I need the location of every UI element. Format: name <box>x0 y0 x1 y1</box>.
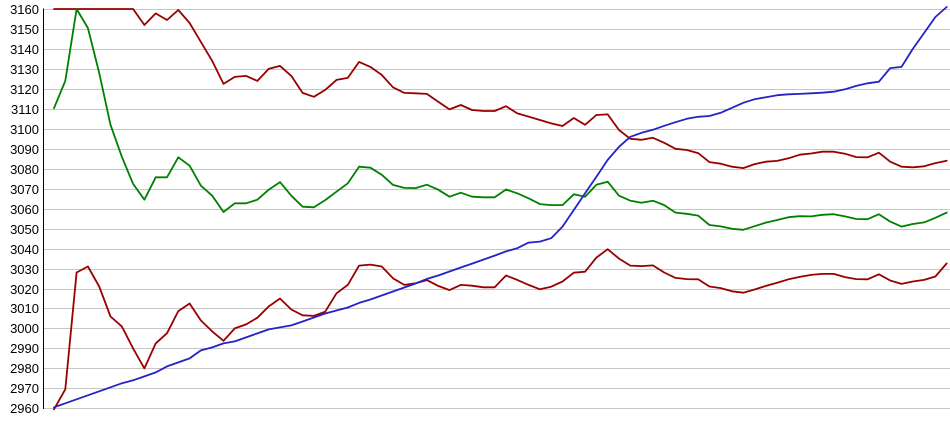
y-tick-label: 3110 <box>11 102 39 117</box>
series-line-blue <box>53 6 948 409</box>
y-tick-label: 3090 <box>10 142 39 157</box>
y-tick-label: 3020 <box>10 282 39 297</box>
y-tick-label: 3060 <box>10 202 39 217</box>
y-tick-label: 3030 <box>10 262 39 277</box>
series-line-lower-dark-red <box>53 248 948 411</box>
y-tick-label: 2980 <box>10 361 39 376</box>
y-tick-label: 3100 <box>10 122 39 137</box>
y-tick-label: 3120 <box>10 82 39 97</box>
y-tick-label: 3040 <box>10 242 39 257</box>
y-tick-label: 3080 <box>10 162 39 177</box>
y-tick-label: 3140 <box>10 42 39 57</box>
y-tick-label: 2990 <box>10 341 39 356</box>
y-tick-label: 2960 <box>10 401 39 416</box>
y-tick-label: 3010 <box>10 301 39 316</box>
y-tick-label: 2970 <box>10 381 39 396</box>
y-tick-label: 3050 <box>10 222 39 237</box>
y-tick-label: 3130 <box>10 62 39 77</box>
y-tick-label: 3000 <box>10 321 39 336</box>
series-line-green <box>53 8 948 231</box>
y-tick-label: 3070 <box>10 182 39 197</box>
series-line-upper-dark-red <box>53 8 948 170</box>
y-tick-label: 3150 <box>10 22 39 37</box>
y-tick-label: 3160 <box>10 2 39 17</box>
